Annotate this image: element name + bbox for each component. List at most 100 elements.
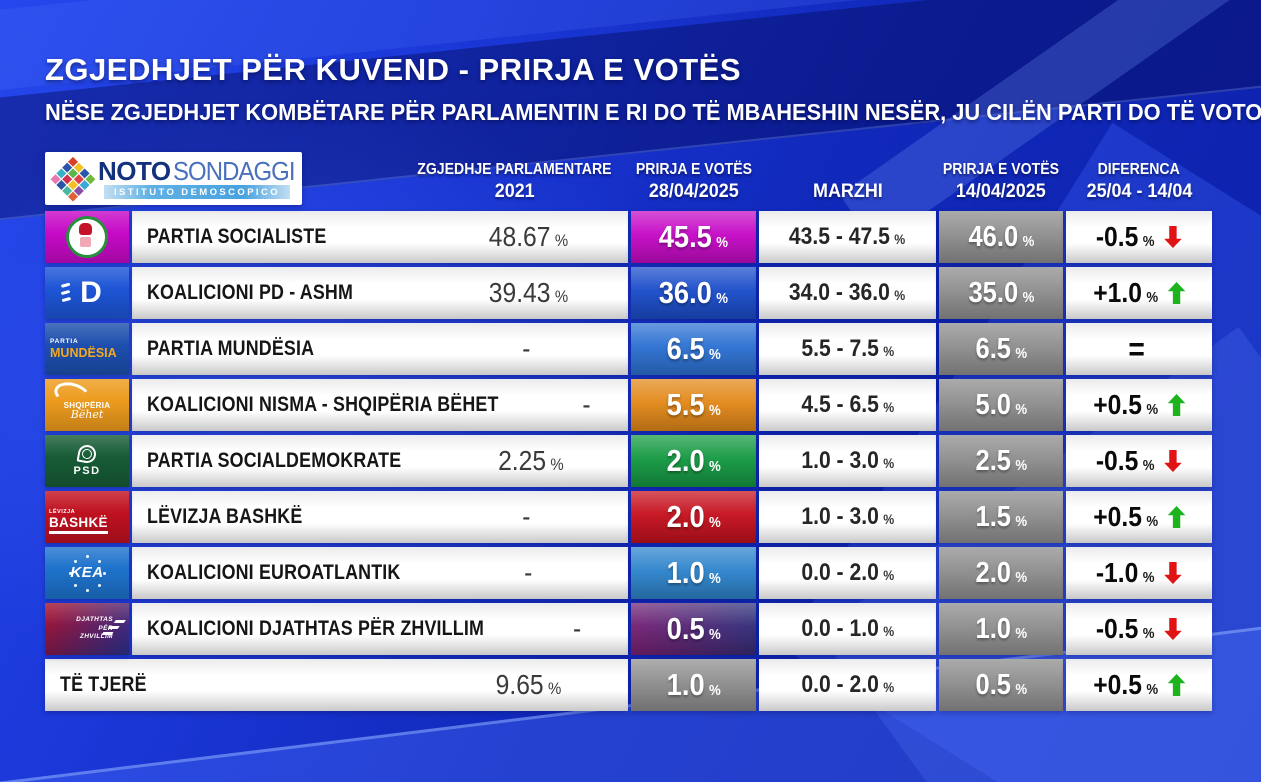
difference-value: +1.0% [1093,277,1186,309]
table-row: LËVIZJA BASHKË LËVIZJA BASHKË - 2.0% 1.0 … [45,491,1215,543]
noto-logo-tagline: ISTITUTO DEMOSCOPICO [104,185,290,199]
difference-cell: +0.5% [1066,659,1212,711]
trend-2804-cell: 1.0% [631,659,756,711]
trend-arrow-icon [1164,618,1182,640]
difference-cell: -0.5% [1066,603,1212,655]
header-trend-2804-line1: PRIRJA E VOTËS [635,161,752,178]
party-name-cell: PARTIA MUNDËSIA - [132,323,628,375]
table-row: TË TJERË 9.65% 1.0% 0.0 - 2.0% 0.5% +0.5… [45,659,1215,711]
header-2021: ZGJEDHJE PARLAMENTARE 2021 [132,152,628,205]
page-title: ZGJEDHJET PËR KUVEND - PRIRJA E VOTËS [45,52,742,87]
header-trend-1404: PRIRJA E VOTËS 14/04/2025 [939,152,1063,205]
header-trend-2804: PRIRJA E VOTËS 28/04/2025 [631,152,756,205]
trend-1404-value: 1.5% [975,500,1027,533]
trend-2804-value: 6.5% [666,331,721,366]
margin-value: 1.0 - 3.0% [801,447,894,474]
difference-cell: +0.5% [1066,379,1212,431]
party-logo-text: PSD [73,464,101,477]
margin-value: 43.5 - 47.5% [789,223,906,250]
party-name: KOALICIONI DJATHTAS PËR ZHVILLIM [147,617,484,640]
margin-value: 0.0 - 2.0% [801,671,894,698]
trend-1404-cell: 2.5% [939,435,1063,487]
margin-cell: 0.0 - 2.0% [759,659,936,711]
trend-2804-cell: 36.0% [631,267,756,319]
trend-1404-value: 5.0% [975,388,1027,421]
table-row: PARTIA MUNDËSIA PARTIA MUNDËSIA - 6.5% 5.… [45,323,1215,375]
party-name-cell: PARTIA SOCIALDEMOKRATE 2.25% [132,435,628,487]
party-name: PARTIA SOCIALDEMOKRATE [147,449,402,472]
trend-2804-cell: 6.5% [631,323,756,375]
header-trend-1404-line1: PRIRJA E VOTËS [942,161,1060,178]
result-2021-value: - [524,557,533,588]
party-name: PARTIA MUNDËSIA [147,337,315,360]
party-logo-text: SHQIPËRIA Bëhet [63,400,111,421]
margin-value: 4.5 - 6.5% [801,391,894,418]
difference-cell: -1.0% [1066,547,1212,599]
margin-value: 34.0 - 36.0% [789,279,906,306]
difference-value: -0.5% [1096,445,1182,477]
trend-1404-value: 2.0% [975,556,1027,589]
margin-value: 0.0 - 1.0% [801,615,894,642]
result-2021-value: 9.65% [495,669,562,700]
nisma-shqiperia-behet-logo: SHQIPËRIA Bëhet [45,379,129,431]
difference-cell: = [1066,323,1212,375]
margin-cell: 1.0 - 3.0% [759,435,936,487]
party-name: KOALICIONI NISMA - SHQIPËRIA BËHET [147,393,499,416]
trend-1404-cell: 46.0% [939,211,1063,263]
trend-2804-value: 36.0% [658,275,729,310]
table-row: PARTIA SOCIALISTE 48.67% 45.5% 43.5 - 47… [45,211,1215,263]
psd-logo: PSD [45,435,129,487]
party-name: PARTIA SOCIALISTE [147,225,327,248]
trend-1404-value: 35.0% [968,276,1034,309]
trend-2804-cell: 1.0% [631,547,756,599]
trend-1404-cell: 1.5% [939,491,1063,543]
result-2021-value: 2.25% [498,445,564,476]
trend-1404-value: 46.0% [968,220,1034,253]
difference-cell: -0.5% [1066,435,1212,487]
difference-value: = [1128,330,1146,367]
trend-2804-cell: 0.5% [631,603,756,655]
trend-1404-cell: 2.0% [939,547,1063,599]
margin-cell: 4.5 - 6.5% [759,379,936,431]
margin-value: 5.5 - 7.5% [801,335,894,362]
party-name-cell: TË TJERË 9.65% [45,659,628,711]
trend-2804-cell: 45.5% [631,211,756,263]
party-logo-glyph [60,289,71,296]
table-row: SHQIPËRIA Bëhet KOALICIONI NISMA - SHQIPË… [45,379,1215,431]
noto-mosaic-icon [50,156,96,202]
partia-mundesia-logo: PARTIA MUNDËSIA [45,323,129,375]
trend-2804-value: 45.5% [658,219,729,254]
trend-arrow-icon [1167,674,1186,696]
difference-value: -1.0% [1096,557,1182,589]
party-logo-glyph [66,216,108,258]
difference-value: +0.5% [1093,389,1186,421]
header-trend-1404-line2: 14/04/2025 [956,180,1046,202]
table-row: D KOALICIONI PD - ASHM 39.43% 36.0% 34.0… [45,267,1215,319]
margin-cell: 5.5 - 7.5% [759,323,936,375]
trend-2804-value: 2.0% [666,499,721,534]
margin-cell: 1.0 - 3.0% [759,491,936,543]
djathtas-per-zhvillim-logo: DJATHTAS PËR ZHVILLIM [45,603,129,655]
trend-2804-value: 5.5% [666,387,721,422]
koalicioni-euroatlantik-logo: KEA [45,547,129,599]
pd-ashm-logo: D [45,267,129,319]
header-2021-line1: ZGJEDHJE PARLAMENTARE [417,161,612,178]
party-logo-text: KEA [70,564,104,582]
difference-value: -0.5% [1096,221,1182,253]
party-name-cell: KOALICIONI DJATHTAS PËR ZHVILLIM - [132,603,628,655]
difference-value: +0.5% [1093,501,1186,533]
party-name: KOALICIONI EUROATLANTIK [147,561,401,584]
trend-arrow-icon [1164,450,1182,472]
header-margin-label: MARZHI [812,180,883,202]
party-logo-glyph [76,443,98,465]
trend-1404-cell: 1.0% [939,603,1063,655]
trend-2804-value: 1.0% [666,555,721,590]
header-trend-2804-line2: 28/04/2025 [648,180,739,202]
trend-2804-cell: 5.5% [631,379,756,431]
margin-value: 1.0 - 3.0% [801,503,894,530]
difference-cell: +1.0% [1066,267,1212,319]
difference-value: -0.5% [1096,613,1182,645]
noto-logo-text: NOTO SONDAGGI ISTITUTO DEMOSCOPICO [98,158,305,199]
header-difference-line2: 25/04 - 14/04 [1086,180,1192,202]
